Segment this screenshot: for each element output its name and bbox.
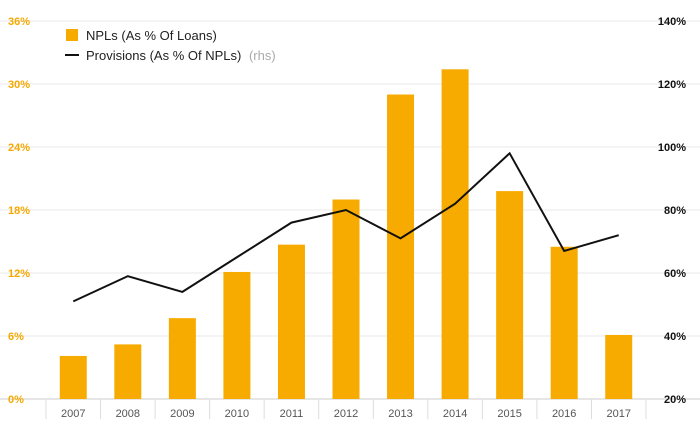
- left-tick-label: 0%: [8, 394, 24, 406]
- left-tick-label: 24%: [8, 142, 30, 154]
- legend-label-provisions: Provisions (As % Of NPLs) (rhs): [86, 48, 276, 63]
- legend-swatch-npls: [66, 29, 78, 41]
- npl-bar-2008: [114, 344, 142, 399]
- right-tick-label: 20%: [664, 394, 686, 406]
- provisions-line: [72, 151, 620, 303]
- x-tick-label: 2007: [61, 408, 85, 420]
- x-tick-label: 2010: [225, 408, 249, 420]
- x-axis-ticks: 2007 2008 2009 2010 2011 2012 2013 2014 2015 2016…: [61, 408, 631, 420]
- left-tick-label: 18%: [8, 205, 30, 217]
- x-tick-label: 2015: [497, 408, 521, 420]
- x-tick-label: 2016: [552, 408, 576, 420]
- npl-bars: [59, 69, 633, 400]
- npl-bar-2016: [550, 246, 578, 399]
- right-tick-label: 80%: [664, 205, 686, 217]
- gridlines: [0, 20, 700, 419]
- x-tick-label: 2011: [280, 408, 304, 420]
- x-tick-label: 2017: [606, 408, 630, 420]
- left-tick-label: 30%: [8, 79, 30, 91]
- npl-bar-2014: [441, 69, 469, 400]
- npl-bar-2017: [605, 334, 633, 399]
- provisions-line-group: [72, 151, 620, 303]
- npl-bar-2009: [168, 318, 196, 399]
- left-tick-label: 36%: [8, 16, 30, 28]
- left-tick-label: 12%: [8, 268, 30, 280]
- x-tick-label: 2009: [170, 408, 194, 420]
- legend-label-provisions-name: Provisions (As % Of NPLs): [86, 48, 241, 63]
- npl-bar-2013: [387, 94, 415, 399]
- npl-bar-2011: [277, 244, 305, 399]
- x-tick-label: 2014: [443, 408, 467, 420]
- x-tick-label: 2012: [334, 408, 358, 420]
- legend-label-npls: NPLs (As % Of Loans): [86, 28, 217, 43]
- legend: NPLs (As % Of Loans) Provisions (As % Of…: [65, 28, 276, 63]
- x-tick-label: 2008: [116, 408, 140, 420]
- right-tick-label: 120%: [658, 79, 686, 91]
- right-tick-label: 100%: [658, 142, 686, 154]
- npl-bar-2007: [59, 355, 87, 399]
- x-tick-label: 2013: [388, 408, 412, 420]
- right-tick-label: 60%: [664, 268, 686, 280]
- right-axis-ticks: 20% 40% 60% 80% 100% 120% 140%: [658, 16, 686, 406]
- right-tick-label: 140%: [658, 16, 686, 28]
- npl-bar-2010: [223, 271, 251, 399]
- right-tick-label: 40%: [664, 331, 686, 343]
- legend-label-provisions-suffix: (rhs): [249, 48, 276, 63]
- left-tick-label: 6%: [8, 331, 24, 343]
- left-axis-ticks: 0% 6% 12% 18% 24% 30% 36%: [8, 16, 30, 406]
- npl-bar-2012: [332, 199, 360, 399]
- npl-bar-2015: [496, 191, 524, 399]
